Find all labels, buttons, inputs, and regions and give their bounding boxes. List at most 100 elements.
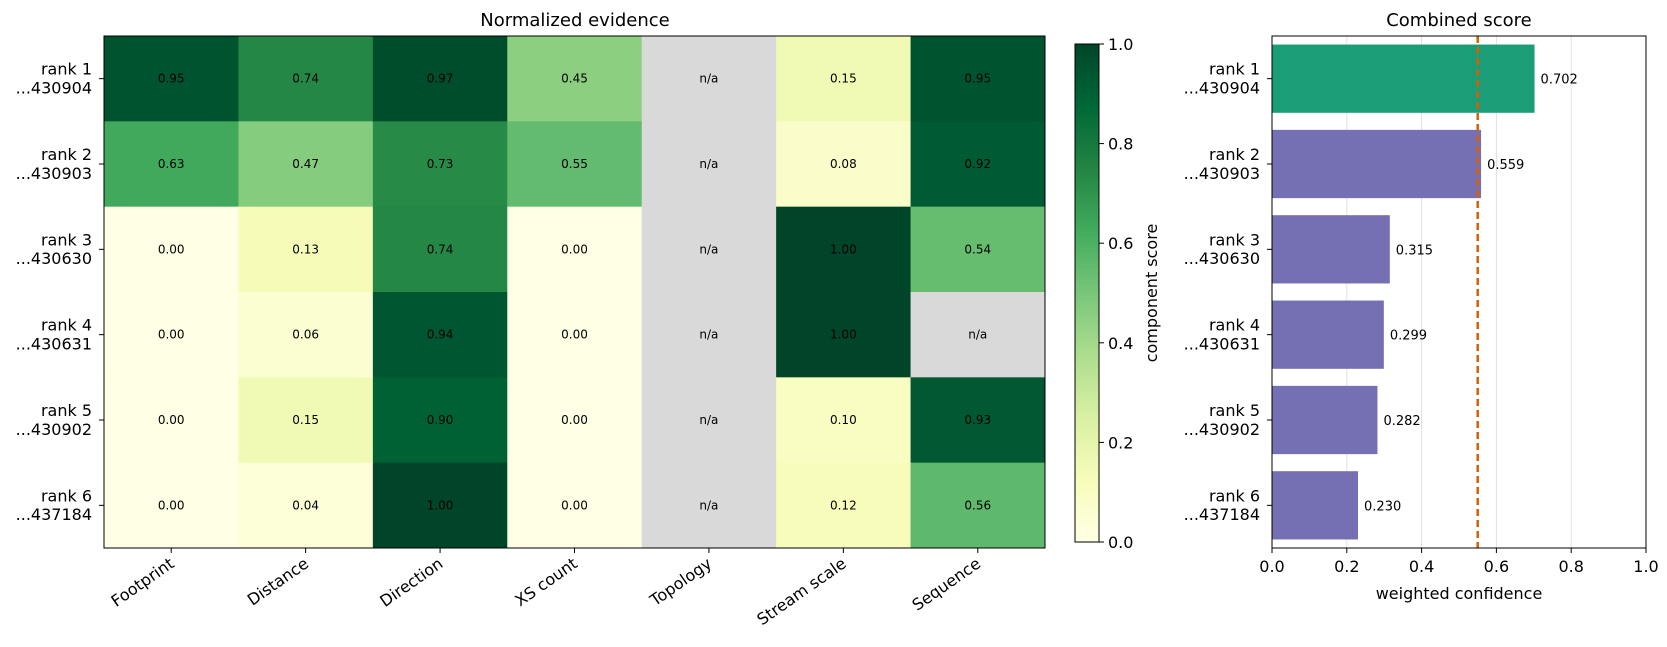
heatmap-cell-label: 1.00 [830, 242, 857, 256]
heatmap-cell [507, 292, 643, 378]
heatmap-cell [372, 121, 508, 208]
bar-value-label: 0.702 [1541, 73, 1578, 88]
bar-x-tick-label: 0.0 [1259, 557, 1284, 576]
heatmap-cell-label: 0.06 [292, 328, 319, 342]
bar-category-label: rank 4 ...430631 [1184, 316, 1260, 354]
heatmap-cell [776, 36, 912, 122]
heatmap-cell [104, 121, 239, 208]
colorbar-tick-label: 0.4 [1108, 334, 1133, 353]
colorbar-tick-label: 1.0 [1108, 35, 1133, 54]
heatmap-cell-label: n/a [699, 328, 718, 342]
heatmap-cell [776, 462, 912, 549]
heatmap-cell-label: 0.15 [292, 413, 319, 427]
heatmap-cell [104, 377, 239, 464]
heatmap-cell [507, 36, 643, 122]
bar [1272, 215, 1390, 284]
heatmap-cell-label: 0.55 [561, 157, 588, 171]
colorbar-gradient [1074, 43, 1100, 543]
heatmap-cell-label: n/a [699, 413, 718, 427]
heatmap-frame [103, 35, 1046, 549]
heatmap-cell-label: 0.10 [830, 413, 857, 427]
bar-category-labels: rank 1 ...430904 rank 2 ...430903 rank 3 ...4… [1184, 60, 1272, 524]
heatmap-cell [507, 121, 643, 208]
heatmap-row-label: rank 2 ...430903 [16, 145, 92, 183]
heatmap-cell-label: 0.00 [561, 498, 588, 512]
bar-x-tick-label: 1.0 [1633, 557, 1658, 576]
heatmap-cell [776, 377, 912, 464]
heatmap-cell [910, 377, 1046, 464]
heatmap-cell [641, 206, 777, 293]
bar [1272, 300, 1384, 369]
heatmap-cell [641, 121, 777, 208]
heatmap-cell-label: n/a [699, 72, 718, 86]
heatmap-cell [238, 121, 374, 208]
heatmap-cell [104, 462, 239, 549]
heatmap-cell [507, 206, 643, 293]
heatmap-cell-label: 0.00 [561, 242, 588, 256]
heatmap-cell-label: 0.97 [427, 72, 454, 86]
heatmap-cell-label: 0.74 [427, 242, 454, 256]
heatmap-title: Normalized evidence [480, 10, 669, 31]
heatmap-cell [776, 292, 912, 378]
heatmap-cell [372, 206, 508, 293]
bar-x-tick-label: 0.6 [1484, 557, 1509, 576]
heatmap-cell-label: n/a [699, 242, 718, 256]
heatmap-cell [910, 206, 1046, 293]
heatmap-cell [641, 462, 777, 549]
heatmap-row-label: rank 3 ...430630 [16, 230, 92, 268]
heatmap-cell [910, 292, 1046, 378]
heatmap-cell-label: 0.13 [292, 242, 319, 256]
heatmap-cell-label: 0.00 [158, 328, 185, 342]
heatmap-cell-label: 0.54 [964, 242, 991, 256]
heatmap-row-label: rank 1 ...430904 [16, 60, 92, 98]
heatmap-cell-label: 0.74 [292, 72, 319, 86]
heatmap-cell [372, 462, 508, 549]
heatmap-cell-label: n/a [968, 328, 987, 342]
heatmap-cell-label: 0.56 [964, 498, 991, 512]
heatmap-cell [910, 36, 1046, 122]
heatmap-cell-label: 0.04 [292, 498, 319, 512]
heatmap-cell [104, 36, 239, 122]
heatmap-cell-label: 0.08 [830, 157, 857, 171]
heatmap-panel: Normalized evidence 0.95 0.74 0.97 0.45 n/a 0… [16, 10, 1046, 629]
heatmap-cell [238, 377, 374, 464]
heatmap-cell [507, 462, 643, 549]
colorbar-tick-label: 0.2 [1108, 433, 1133, 452]
heatmap-cell [238, 36, 374, 122]
bar-x-ticks: 0.0 0.2 0.4 0.6 0.8 1.0 [1259, 548, 1659, 576]
bar [1272, 471, 1359, 540]
heatmap-cell-label: 1.00 [427, 498, 454, 512]
bar-category-label: rank 3 ...430630 [1184, 230, 1260, 268]
heatmap-cell [372, 36, 508, 122]
bar-x-tick-label: 0.8 [1558, 557, 1583, 576]
heatmap-cell-label: 0.45 [561, 72, 588, 86]
heatmap-cell [776, 206, 912, 293]
colorbar-ticks: 0.0 0.2 0.4 0.6 0.8 1.0 [1099, 35, 1133, 552]
colorbar-tick-label: 0.0 [1108, 533, 1133, 552]
bar-category-label: rank 1 ...430904 [1184, 60, 1260, 98]
heatmap-cell-label: 0.00 [158, 242, 185, 256]
heatmap-cell [372, 292, 508, 378]
heatmap-cell [104, 206, 239, 293]
bar-value-label: 0.559 [1487, 158, 1524, 173]
heatmap-cell [238, 292, 374, 378]
heatmap-cell [641, 292, 777, 378]
heatmap-cell-label: 0.00 [561, 328, 588, 342]
colorbar-tick-label: 0.6 [1108, 234, 1133, 253]
heatmap-cell-label: 0.95 [964, 72, 991, 86]
heatmap-cell [238, 462, 374, 549]
bar-axes-frame [1271, 35, 1647, 549]
heatmap-cell [910, 462, 1046, 549]
heatmap-cell-label: 0.63 [158, 157, 185, 171]
heatmap-cell-label: 0.00 [158, 413, 185, 427]
heatmap-cell-label: 0.94 [427, 328, 454, 342]
heatmap-cell [776, 121, 912, 208]
bar-value-label: 0.315 [1396, 243, 1433, 258]
heatmap-row-label: rank 6 ...437184 [16, 486, 92, 524]
bar [1272, 385, 1378, 455]
colorbar-tick-label: 0.8 [1108, 135, 1133, 154]
heatmap-cell-label: 1.00 [830, 328, 857, 342]
heatmap-cell [641, 36, 777, 122]
heatmap-cell-label: 0.90 [427, 413, 454, 427]
